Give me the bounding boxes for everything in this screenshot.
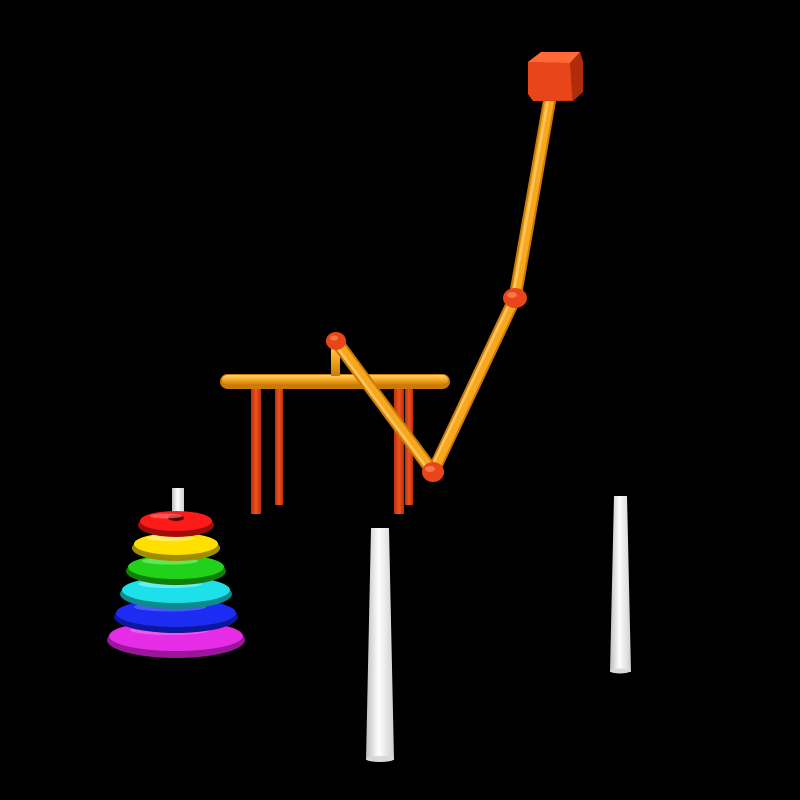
ring-stack	[107, 511, 245, 658]
gripper-finger	[275, 384, 283, 505]
right-peg-base	[610, 668, 630, 674]
left-peg	[172, 488, 184, 518]
elbow-joint	[503, 288, 527, 308]
middle-peg-base	[366, 756, 394, 762]
gripper-joint	[326, 332, 346, 350]
gripper-finger	[251, 384, 261, 514]
right-peg	[610, 496, 631, 672]
gripper-ring	[220, 374, 450, 389]
wrist-joint	[422, 462, 444, 482]
ring-red	[138, 511, 214, 537]
ring-green	[126, 555, 226, 585]
arm-joints	[326, 288, 527, 482]
wrist-stub	[331, 343, 340, 376]
arm-base-cube	[528, 52, 583, 101]
arm-links	[329, 91, 557, 479]
middle-peg	[366, 528, 394, 760]
gripper-finger	[394, 384, 404, 514]
ring-yellow	[132, 533, 220, 561]
